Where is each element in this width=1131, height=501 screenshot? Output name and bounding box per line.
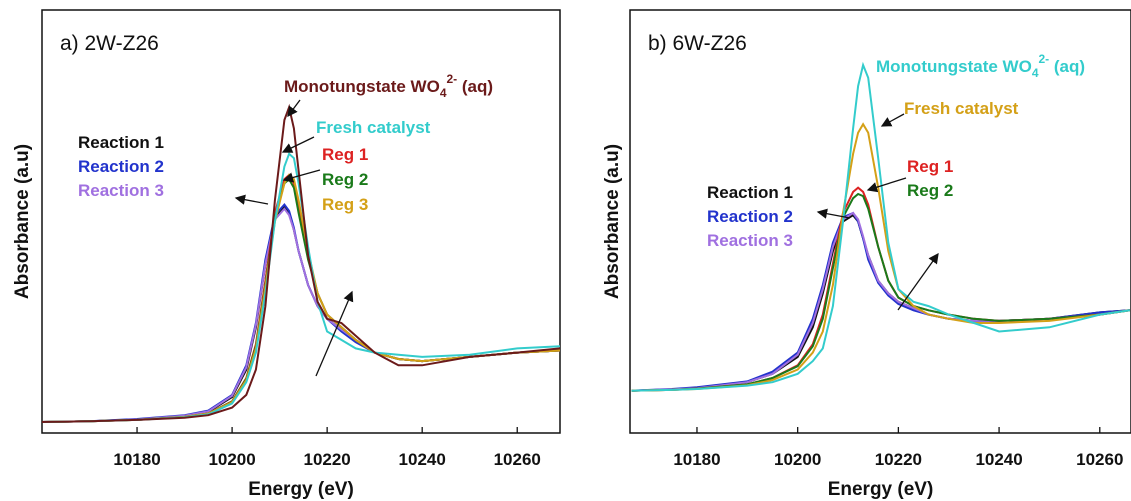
series-label-sup: 2- [1039, 52, 1050, 66]
x-tick-label: 10200 [774, 450, 821, 469]
x-tick-label: 10240 [975, 450, 1022, 469]
series-label-sub: 4 [1032, 66, 1039, 80]
series-label-text: Fresh catalyst [904, 99, 1019, 118]
series-label: Reg 2 [322, 170, 368, 189]
series-label-text: Reg 1 [322, 145, 368, 164]
series-label: Monotungstate WO42- (aq) [284, 72, 493, 100]
arrow [816, 208, 851, 219]
x-axis-label: Energy (eV) [828, 479, 934, 500]
series-label: Reg 2 [907, 181, 953, 200]
arrow [866, 177, 907, 193]
plot-frame [629, 9, 1131, 434]
x-tick-label: 10220 [875, 450, 922, 469]
arrow [234, 194, 269, 205]
series-label-after: (aq) [457, 77, 493, 96]
series-label-text: Reaction 1 [707, 183, 793, 202]
series-label: Monotungstate WO42- (aq) [876, 52, 1085, 80]
x-tick-label: 10240 [399, 450, 446, 469]
series-line [631, 61, 1131, 392]
series-label-text: Reg 1 [907, 157, 953, 176]
x-tick-label: 10180 [673, 450, 720, 469]
series-line [42, 173, 560, 423]
series-line [631, 192, 1131, 392]
arrow [282, 169, 321, 183]
series-label-text: Reaction 1 [78, 133, 164, 152]
series-label-text: Reaction 2 [707, 207, 793, 226]
x-tick-label: 10220 [303, 450, 350, 469]
series-label: Reaction 2 [707, 207, 793, 226]
series-label-text: Monotungstate WO [284, 77, 440, 96]
arrow [897, 252, 939, 311]
series-label: Reaction 1 [707, 183, 793, 202]
series-label: Reaction 2 [78, 157, 164, 176]
series-label: Fresh catalyst [904, 99, 1019, 118]
series-label-sub: 4 [440, 86, 447, 100]
lines [42, 103, 560, 423]
series-label: Fresh catalyst [316, 118, 431, 137]
series-label-text: Fresh catalyst [316, 118, 431, 137]
x-tick-label: 10200 [208, 450, 255, 469]
arrow [880, 113, 905, 127]
lines [631, 61, 1131, 392]
series-label-sup: 2- [447, 72, 458, 86]
series-line [631, 211, 1131, 392]
panel-title: a) 2W-Z26 [60, 32, 159, 55]
y-axis-label: Absorbance (a.u) [602, 144, 623, 299]
series-label: Reaction 1 [78, 133, 164, 152]
plot-frame [41, 9, 561, 434]
series-label-text: Monotungstate WO [876, 57, 1032, 76]
series-line [42, 203, 560, 423]
x-tick-label: 10260 [494, 450, 541, 469]
series-label-text: Reaction 3 [78, 181, 164, 200]
series-label-text: Reaction 3 [707, 231, 793, 250]
series-label: Reg 1 [907, 157, 953, 176]
panel-title: b) 6W-Z26 [648, 32, 747, 55]
panel: 10180 10200 10220 10240 10260 Energy (eV) Abso… [602, 9, 1131, 500]
x-axis-label: Energy (eV) [248, 479, 354, 500]
y-axis-label: Absorbance (a.u) [12, 144, 33, 299]
series-label: Reaction 3 [78, 181, 164, 200]
series-label: Reg 3 [322, 195, 368, 214]
series-label-text: Reaction 2 [78, 157, 164, 176]
series-line [42, 205, 560, 423]
series-label: Reg 1 [322, 145, 368, 164]
series-label-text: Reg 2 [907, 181, 953, 200]
x-tick-label: 10260 [1076, 450, 1123, 469]
panel: 10180 10200 10220 10240 10260 Energy (eV) Abso… [12, 9, 561, 500]
arrow [287, 99, 301, 118]
arrow [281, 136, 315, 153]
arrow [315, 290, 354, 377]
series-label-text: Reg 3 [322, 195, 368, 214]
series-label-text: Reg 2 [322, 170, 368, 189]
x-tick-label: 10180 [113, 450, 160, 469]
series-line [42, 103, 560, 423]
series-label: Reaction 3 [707, 231, 793, 250]
series-line [42, 207, 560, 423]
series-label-after: (aq) [1049, 57, 1085, 76]
